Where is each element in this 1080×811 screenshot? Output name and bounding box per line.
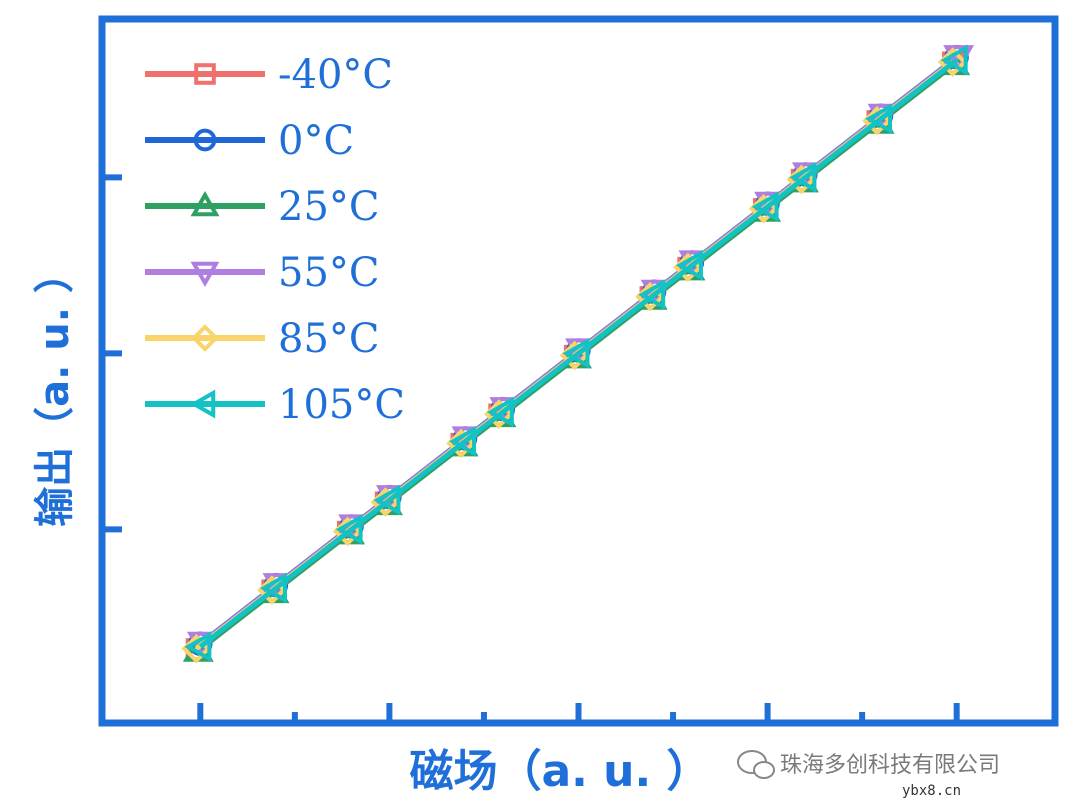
data-point — [751, 191, 779, 223]
data-point — [865, 103, 893, 135]
legend-item: 55°C — [145, 250, 380, 296]
legend: -40°C 0°C 25°C 55°C 85°C 105°C — [145, 52, 405, 428]
legend-item: 85°C — [145, 316, 380, 362]
watermark-site: ybx8.cn — [902, 783, 961, 799]
data-point — [486, 396, 514, 428]
legend-item: 105°C — [145, 382, 405, 428]
watermark-text: 珠海多创科技有限公司 — [780, 753, 1000, 778]
legend-item: 0°C — [145, 118, 354, 164]
axis-ticks — [102, 174, 960, 723]
chat-bubble-icon — [737, 750, 775, 779]
legend-item: -40°C — [145, 52, 393, 98]
legend-marker — [189, 389, 216, 419]
legend-marker — [190, 261, 220, 288]
legend-label: 85°C — [278, 316, 380, 362]
watermark: 珠海多创科技有限公司 ybx8.cn — [737, 750, 1000, 799]
x-axis-title: 磁场（a. u. ） — [409, 746, 710, 797]
y-axis-title: 输出（a. u. ） — [32, 253, 78, 527]
legend-marker — [190, 190, 220, 217]
data-point — [259, 572, 287, 604]
legend-label: 55°C — [278, 250, 380, 296]
legend-item: 25°C — [145, 184, 380, 230]
data-point — [638, 279, 666, 311]
series-layer — [181, 44, 975, 664]
legend-marker — [194, 63, 216, 85]
data-point — [940, 44, 968, 76]
legend-label: -40°C — [278, 52, 393, 98]
data-point — [335, 513, 363, 545]
legend-marker — [191, 324, 219, 352]
legend-marker — [193, 128, 217, 152]
data-point — [675, 249, 703, 281]
data-point — [562, 337, 590, 369]
series-105°C — [184, 44, 968, 663]
data-point — [789, 161, 817, 193]
legend-label: 105°C — [278, 382, 405, 428]
series-line — [198, 58, 959, 649]
data-point — [184, 631, 212, 663]
legend-label: 0°C — [278, 118, 354, 164]
legend-label: 25°C — [278, 184, 380, 230]
data-point — [373, 484, 401, 516]
data-point — [449, 425, 477, 457]
